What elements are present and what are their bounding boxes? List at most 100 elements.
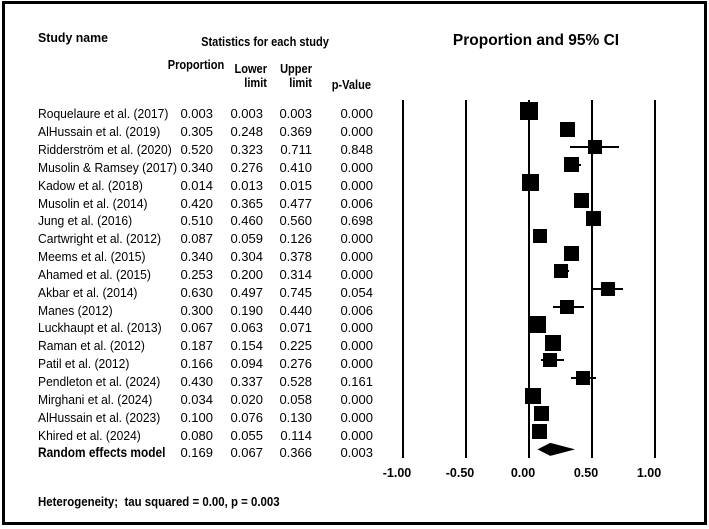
p-value: 0.161 bbox=[340, 374, 373, 389]
lower-limit-value: 0.497 bbox=[230, 284, 263, 300]
table-header-statistics: Statistics for each study bbox=[201, 34, 329, 49]
lower-limit-value: 0.003 bbox=[230, 106, 263, 122]
table-row: Musolin et al. (2014) 0.420 0.365 0.477 0.00… bbox=[0, 195, 400, 213]
upper-limit-value: 0.130 bbox=[279, 409, 312, 425]
proportion-value: 0.014 bbox=[180, 177, 213, 193]
lower-limit-value: 0.337 bbox=[230, 374, 263, 389]
p-value: 0.006 bbox=[340, 302, 373, 318]
lower-limit-value: 0.059 bbox=[230, 231, 263, 247]
study-name: AlHussain et al. (2019) bbox=[38, 124, 161, 140]
p-value: 0.000 bbox=[340, 266, 373, 282]
proportion-value: 0.300 bbox=[180, 302, 213, 318]
table-row: Ahamed et al. (2015) 0.253 0.200 0.314 0.000 bbox=[0, 266, 400, 284]
upper-limit-value: 0.366 bbox=[279, 445, 312, 461]
lower-limit-value: 0.154 bbox=[230, 338, 263, 354]
lower-limit-value: 0.190 bbox=[230, 302, 263, 318]
upper-limit-value: 0.015 bbox=[279, 177, 312, 193]
heterogeneity-note: Heterogeneity; tau squared = 0.00, p = 0… bbox=[38, 494, 280, 509]
study-name: Mirghani et al. (2024) bbox=[38, 391, 153, 407]
lower-limit-value: 0.094 bbox=[230, 356, 263, 372]
axis-gridline bbox=[528, 100, 530, 458]
proportion-value: 0.003 bbox=[180, 106, 213, 122]
p-value: 0.000 bbox=[340, 409, 373, 425]
upper-limit-value: 0.225 bbox=[279, 338, 312, 354]
study-name: Musolin & Ramsey (2017) bbox=[38, 159, 178, 175]
p-value: 0.000 bbox=[340, 159, 373, 175]
study-point-estimate-square bbox=[564, 157, 580, 173]
axis-gridline bbox=[591, 100, 593, 458]
lower-limit-value: 0.076 bbox=[230, 409, 263, 425]
lower-limit-value: 0.055 bbox=[230, 427, 263, 443]
study-point-estimate-square bbox=[564, 246, 580, 262]
proportion-value: 0.420 bbox=[180, 195, 213, 211]
plot-header-proportion-ci: Proportion and 95% CI bbox=[452, 32, 620, 49]
p-value: 0.054 bbox=[340, 284, 373, 300]
upper-limit-value: 0.114 bbox=[280, 427, 312, 443]
lower-limit-line2: limit bbox=[244, 75, 267, 90]
study-name: Patil et al. (2012) bbox=[38, 356, 130, 372]
p-value: 0.000 bbox=[340, 338, 373, 354]
upper-limit-value: 0.276 bbox=[279, 356, 312, 372]
lower-limit-value: 0.460 bbox=[230, 213, 263, 229]
x-axis-tick-label: -0.50 bbox=[445, 466, 475, 480]
study-point-estimate-square bbox=[587, 139, 602, 154]
proportion-value: 0.067 bbox=[180, 320, 213, 336]
column-header-upper-limit: Upper limit bbox=[270, 61, 312, 90]
p-value: 0.000 bbox=[340, 249, 373, 265]
column-header-p-value: p-Value bbox=[331, 77, 371, 92]
p-value: 0.000 bbox=[340, 124, 373, 140]
proportion-value: 0.034 bbox=[180, 391, 213, 407]
upper-limit-value: 0.477 bbox=[279, 195, 312, 211]
study-name: Akbar et al. (2014) bbox=[38, 284, 138, 300]
p-value: 0.848 bbox=[340, 142, 373, 158]
x-axis-tick-label: 0.00 bbox=[510, 466, 536, 480]
upper-limit-value: 0.126 bbox=[279, 231, 312, 247]
upper-limit-value: 0.071 bbox=[279, 320, 312, 336]
table-row: Mirghani et al. (2024) 0.034 0.020 0.058 0.0… bbox=[0, 391, 400, 409]
proportion-value: 0.253 bbox=[180, 266, 213, 282]
proportion-value: 0.087 bbox=[180, 231, 213, 247]
table-row: Luckhaupt et al. (2013) 0.067 0.063 0.071 0.… bbox=[0, 319, 400, 337]
study-point-estimate-square bbox=[522, 173, 540, 191]
upper-limit-line1: Upper bbox=[280, 61, 312, 76]
lower-limit-value: 0.365 bbox=[230, 195, 263, 211]
p-value: 0.000 bbox=[340, 320, 373, 336]
axis-gridline bbox=[654, 100, 656, 458]
lower-limit-value: 0.200 bbox=[230, 266, 263, 282]
upper-limit-value: 0.711 bbox=[280, 142, 312, 158]
upper-limit-value: 0.560 bbox=[279, 213, 312, 229]
proportion-value: 0.100 bbox=[180, 409, 213, 425]
study-point-estimate-square bbox=[553, 264, 568, 279]
study-point-estimate-square bbox=[520, 102, 539, 121]
upper-limit-line2: limit bbox=[289, 75, 312, 90]
table-row: Musolin & Ramsey (2017) 0.340 0.276 0.410 0.… bbox=[0, 159, 400, 177]
study-name: Manes (2012) bbox=[38, 302, 113, 318]
study-point-estimate-square bbox=[559, 300, 574, 314]
proportion-value: 0.340 bbox=[180, 249, 213, 265]
p-value: 0.006 bbox=[340, 195, 373, 211]
proportion-value: 0.305 bbox=[180, 124, 213, 140]
p-value: 0.003 bbox=[340, 445, 373, 461]
table-row: Meems et al. (2015) 0.340 0.304 0.378 0.000 bbox=[0, 248, 400, 266]
study-name: Roquelaure et al. (2017) bbox=[38, 106, 169, 122]
table-row: Cartwright et al. (2012) 0.087 0.059 0.126 0… bbox=[0, 230, 400, 248]
proportion-value: 0.630 bbox=[180, 284, 213, 300]
study-point-estimate-square bbox=[531, 424, 547, 440]
column-header-study-name: Study name bbox=[38, 30, 109, 45]
upper-limit-value: 0.369 bbox=[279, 124, 312, 140]
proportion-value: 0.187 bbox=[180, 338, 213, 354]
proportion-value: 0.166 bbox=[180, 356, 213, 372]
table-row: Raman et al. (2012) 0.187 0.154 0.225 0.000 bbox=[0, 337, 400, 355]
table-row: Patil et al. (2012) 0.166 0.094 0.276 0.000 bbox=[0, 355, 400, 373]
column-header-lower-limit: Lower limit bbox=[225, 62, 267, 90]
study-point-estimate-square bbox=[532, 228, 547, 243]
upper-limit-value: 0.410 bbox=[279, 159, 312, 175]
study-name: Luckhaupt et al. (2013) bbox=[38, 320, 162, 336]
x-axis-tick-label: -1.00 bbox=[382, 466, 412, 480]
proportion-value: 0.520 bbox=[180, 142, 213, 158]
study-point-estimate-square bbox=[525, 388, 542, 404]
table-row: Jung et al. (2016) 0.510 0.460 0.560 0.698 bbox=[0, 212, 400, 230]
study-name: Pendleton et al. (2024) bbox=[38, 374, 161, 389]
